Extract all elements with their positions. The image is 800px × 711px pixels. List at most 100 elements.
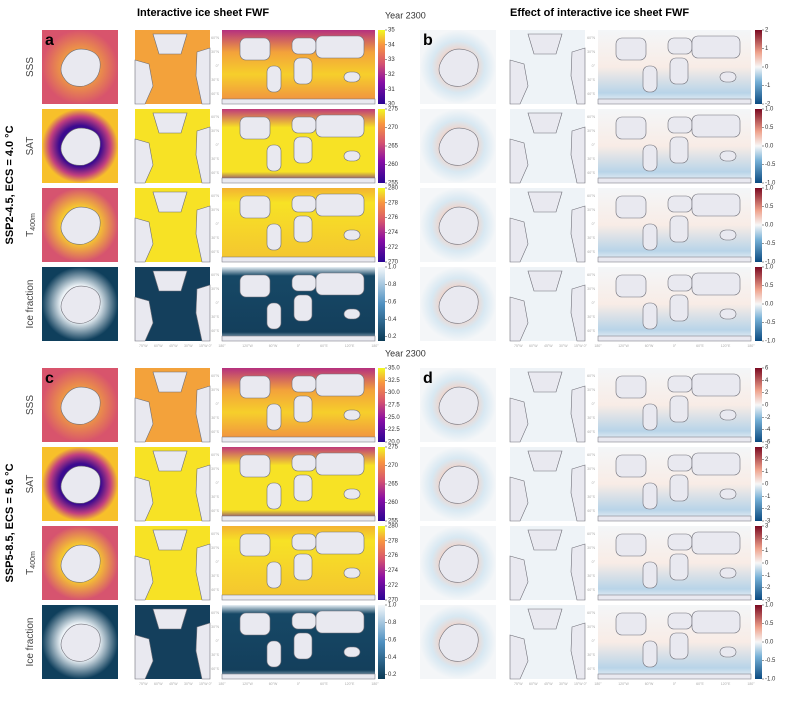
colorbar-tick-label: 265 xyxy=(388,144,399,150)
colorbar-tick-label: 1 xyxy=(765,46,769,52)
europe-africa xyxy=(570,47,586,105)
continent xyxy=(343,409,361,421)
europe-africa xyxy=(570,284,586,342)
colorbar-tick-label: 274 xyxy=(388,568,399,574)
lat-label: 0° xyxy=(216,143,220,147)
colorbar-tick-label: 260 xyxy=(388,162,399,168)
lat-label: 30°S xyxy=(211,574,219,578)
colorbar-tick-label: 2 xyxy=(765,457,769,463)
colorbar-tick-label: 275 xyxy=(388,445,399,451)
colorbar-tick-label: 272 xyxy=(388,583,399,589)
colorbar-tick-label: 2 xyxy=(765,28,769,34)
colorbar-tick-label: 0.0 xyxy=(765,302,774,308)
panel-letter: a xyxy=(45,32,54,49)
continent xyxy=(343,229,361,241)
continent xyxy=(642,403,658,431)
antarctica xyxy=(60,544,101,583)
colorbar-tick-label: 0.5 xyxy=(765,283,774,289)
colorbar xyxy=(755,30,762,104)
lat-label: 30°S xyxy=(587,416,595,420)
lon-label: 0° xyxy=(673,682,677,686)
colorbar xyxy=(755,109,762,183)
continent xyxy=(691,452,741,476)
continent xyxy=(669,553,689,581)
lat-label: 60°N xyxy=(211,374,219,378)
lat-label: 0° xyxy=(592,639,596,643)
lat-label: 60°N xyxy=(211,453,219,457)
colorbar-tick-label: 2 xyxy=(765,390,769,396)
continent xyxy=(615,612,647,636)
antarctica xyxy=(438,623,479,662)
antarctica-strip xyxy=(597,673,752,680)
lat-label: 30°N xyxy=(587,467,595,471)
colorbar-tick-label: 2 xyxy=(765,536,769,542)
continent xyxy=(291,375,317,393)
row-label: SSS xyxy=(25,395,36,415)
continent xyxy=(719,567,737,579)
continent xyxy=(291,274,317,292)
colorbar-tick-label: 1 xyxy=(765,469,769,475)
colorbar-tick-label: -1.0 xyxy=(765,339,776,345)
americas xyxy=(509,397,529,443)
lon-label: 120°E xyxy=(721,344,731,348)
europe-africa xyxy=(195,126,211,184)
lon-label: 180° xyxy=(218,682,226,686)
antarctica xyxy=(60,48,101,87)
colorbar-tick-label: -2 xyxy=(765,585,771,591)
lon-label: 120°E xyxy=(345,682,355,686)
continent xyxy=(291,195,317,213)
antarctica xyxy=(438,386,479,425)
continent xyxy=(315,35,365,59)
colorbar-tick-label: 0.4 xyxy=(388,317,397,323)
continent xyxy=(667,533,693,551)
lat-label: 30°S xyxy=(587,236,595,240)
colorbar-tick-label: 0.8 xyxy=(388,620,397,626)
continent xyxy=(615,116,647,140)
lon-label: 45°W xyxy=(169,344,178,348)
greenland xyxy=(152,191,188,213)
europe-africa xyxy=(195,543,211,601)
continent xyxy=(343,150,361,162)
colorbar-tick-label: 20.0 xyxy=(388,440,400,446)
lat-label: 0° xyxy=(216,301,220,305)
colorbar-tick-label: 0.8 xyxy=(388,282,397,288)
colorbar-tick-label: 0.6 xyxy=(388,637,397,643)
lat-label: 30°S xyxy=(211,416,219,420)
americas xyxy=(509,138,529,184)
colorbar-tick-label: -0.5 xyxy=(765,320,776,326)
lon-label: 60°W xyxy=(529,682,538,686)
continent xyxy=(239,37,271,61)
antarctica-strip xyxy=(221,594,376,601)
continent xyxy=(239,454,271,478)
greenland xyxy=(527,450,563,472)
continent xyxy=(293,395,313,423)
continent xyxy=(239,195,271,219)
colorbar-tick-label: 0.6 xyxy=(388,299,397,305)
row-label: Ice fraction xyxy=(25,618,36,667)
lat-label: 60°N xyxy=(211,115,219,119)
lat-label: 60°S xyxy=(211,171,219,175)
lat-label: 60°N xyxy=(587,374,595,378)
continent xyxy=(266,561,282,589)
americas xyxy=(134,296,154,342)
lon-label: 30°W xyxy=(559,682,568,686)
lon-label: 180° xyxy=(371,344,379,348)
colorbar-tick-label: -0.5 xyxy=(765,241,776,247)
continent xyxy=(293,136,313,164)
lon-label: 75°W xyxy=(139,682,148,686)
colorbar-tick-label: 25.0 xyxy=(388,415,400,421)
colorbar-tick-label: -0.5 xyxy=(765,162,776,168)
continent xyxy=(266,403,282,431)
greenland xyxy=(152,529,188,551)
continent xyxy=(315,114,365,138)
colorbar-tick-label: 260 xyxy=(388,500,399,506)
lon-label: 60°E xyxy=(696,344,704,348)
colorbar-tick-label: 30 xyxy=(388,102,395,108)
lat-label: 60°S xyxy=(211,329,219,333)
row-label-main: T xyxy=(25,569,36,575)
continent xyxy=(315,373,365,397)
greenland xyxy=(152,608,188,630)
greenland xyxy=(527,371,563,393)
scenario-label: SSP5-8.5, ECS = 5.6 °C xyxy=(4,463,16,582)
continent xyxy=(315,272,365,296)
